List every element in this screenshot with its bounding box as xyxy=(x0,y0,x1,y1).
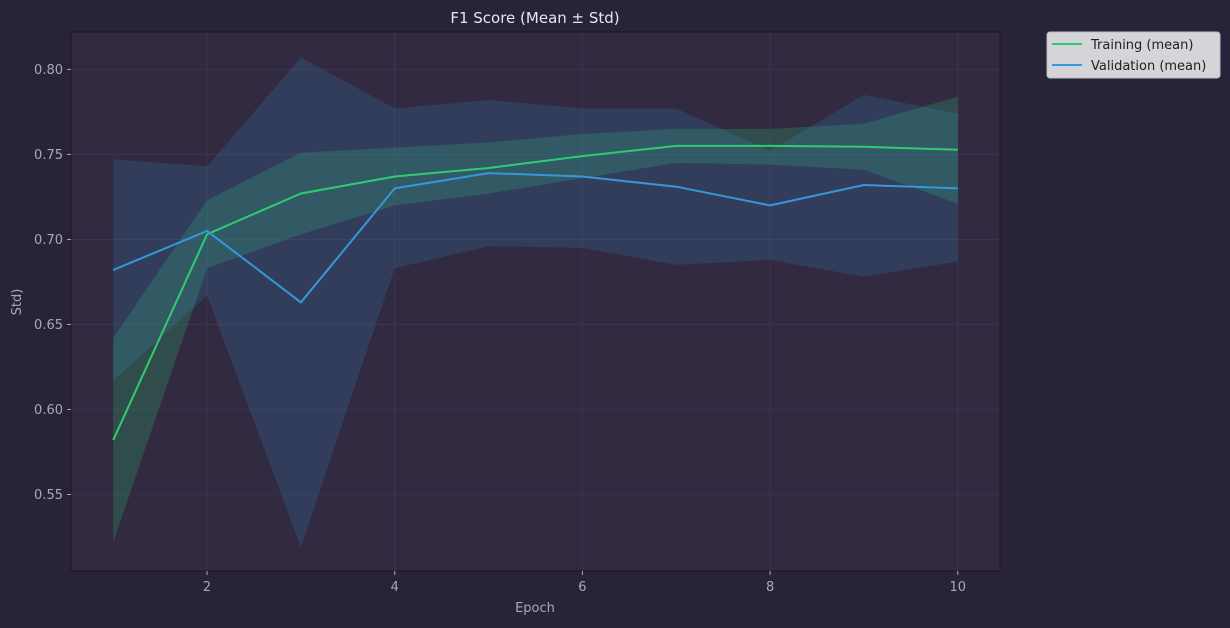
y-tick-label: 0.55 xyxy=(34,488,63,503)
x-tick-label: 4 xyxy=(391,580,399,595)
plot-area xyxy=(71,32,1000,571)
legend-label-training: Training (mean) xyxy=(1090,38,1193,53)
y-tick-label: 0.60 xyxy=(34,403,63,418)
mean-line-validation xyxy=(112,172,958,304)
mean-line-layer xyxy=(112,144,958,441)
legend-box xyxy=(1046,31,1221,79)
x-tick-label: 6 xyxy=(578,580,586,595)
std-band-validation xyxy=(113,57,958,548)
tick-layer: 0.55 0.60 0.65 0.70 0.75 0.80 2 4 6 8 10 xyxy=(34,63,966,595)
x-tick-label: 8 xyxy=(766,580,774,595)
mean-line-training xyxy=(112,144,958,441)
std-band-layer xyxy=(113,57,958,548)
plot-frame xyxy=(70,31,1001,572)
y-tick-label: 0.65 xyxy=(34,318,63,333)
y-tick-label: 0.75 xyxy=(34,148,63,163)
legend-label-validation: Validation (mean) xyxy=(1091,59,1206,74)
x-axis-label: Epoch xyxy=(515,601,555,616)
chart-title: F1 Score (Mean ± Std) xyxy=(450,9,619,27)
y-axis-label: Std) xyxy=(10,289,25,316)
y-tick-label: 0.80 xyxy=(34,63,63,78)
x-tick-label: 10 xyxy=(949,580,966,595)
grid-layer xyxy=(71,32,1000,571)
x-tick-label: 2 xyxy=(203,580,211,595)
legend: Training (mean) Validation (mean) xyxy=(1046,31,1221,79)
y-tick-label: 0.70 xyxy=(34,233,63,248)
std-band-training xyxy=(113,96,958,543)
